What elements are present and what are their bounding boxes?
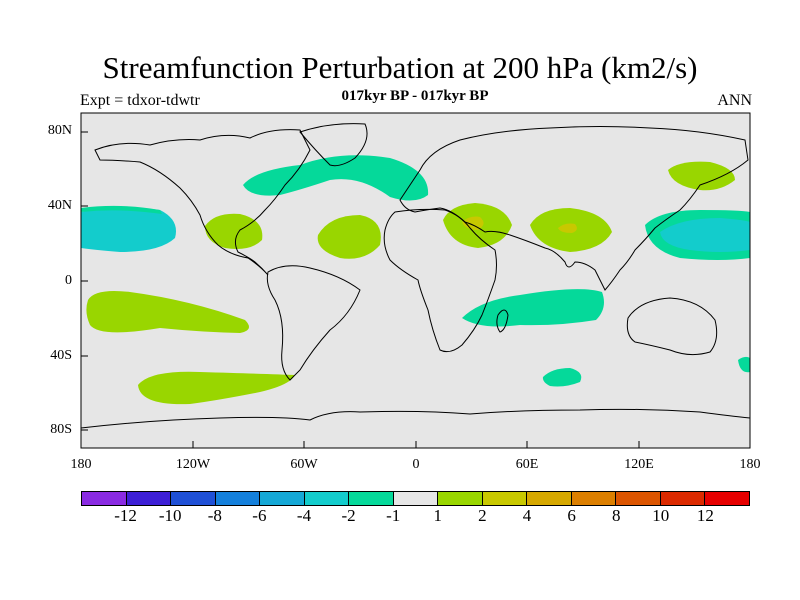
anomaly-region-southern-ocean — [138, 371, 295, 405]
anomaly-region-middle-east-core — [462, 216, 484, 230]
colorbar-swatch — [260, 492, 305, 505]
colorbar-swatch — [126, 492, 172, 505]
anomaly-region-india-core — [558, 223, 577, 233]
coastline-australia — [626, 297, 718, 356]
map-title: Streamfunction Perturbation at 200 hPa (… — [102, 50, 698, 85]
colorbar-swatch — [438, 492, 483, 505]
colorbar-swatch — [82, 492, 127, 505]
lat-label-80s: 80S — [50, 422, 72, 437]
anomaly-region-east-pacific — [81, 207, 176, 252]
anomaly-region-gulf — [205, 213, 263, 249]
colorbar-label: -12 — [114, 506, 137, 525]
colorbar-label: 12 — [696, 506, 714, 525]
colorbar-label: -2 — [341, 506, 356, 525]
lon-label-0: 0 — [412, 457, 420, 472]
colorbar-label: 4 — [522, 506, 532, 525]
colorbar-label: -10 — [158, 506, 182, 525]
colorbar-swatch — [527, 492, 572, 505]
coastline-madagascar — [496, 309, 509, 333]
anomaly-region-west-pacific-core — [660, 218, 750, 252]
map-subtitle: 017kyr BP - 017kyr BP — [341, 88, 489, 104]
anomaly-region-east-pacific-core — [81, 205, 162, 214]
lon-label-180-west: 180 — [70, 457, 92, 472]
colorbar-label: 6 — [567, 506, 576, 525]
colorbar — [81, 491, 750, 506]
colorbar-label: 1 — [433, 506, 443, 525]
coastlines — [80, 123, 751, 429]
colorbar-swatch — [705, 492, 749, 505]
colorbar-swatch — [616, 492, 661, 505]
colorbar-swatch — [571, 492, 617, 505]
colorbar-label: -6 — [252, 506, 267, 525]
anomaly-region-north-atlantic — [243, 155, 429, 201]
anomaly-region-southern-indian — [542, 368, 582, 387]
colorbar-label: 8 — [611, 506, 621, 525]
lon-label-60e: 60E — [515, 457, 539, 472]
anomaly-region-new-zealand — [738, 356, 750, 373]
colorbar-label: -4 — [296, 506, 312, 525]
coastline-greenland — [299, 123, 368, 167]
colorbar-swatch — [660, 492, 706, 505]
colorbar-swatch — [349, 492, 394, 505]
colorbar-swatch — [482, 492, 528, 505]
colorbar-swatch — [215, 492, 261, 505]
coastline-south-america — [266, 265, 361, 381]
axis-ticks — [81, 131, 640, 448]
lon-label-60w: 60W — [290, 457, 318, 472]
lon-label-120w: 120W — [175, 457, 211, 472]
anomaly-region-tropical-atlantic — [317, 215, 381, 259]
lat-label-40n: 40N — [47, 198, 72, 213]
lat-label-0: 0 — [65, 273, 72, 288]
anomaly-region-nw-pacific — [668, 161, 735, 191]
lat-label-40s: 40S — [50, 348, 72, 363]
colorbar-swatch — [304, 492, 350, 505]
coastline-north-america — [94, 129, 311, 276]
season-label: ANN — [717, 92, 752, 109]
colorbar-label: 2 — [478, 506, 487, 525]
colorbar-swatch — [171, 492, 216, 505]
coastline-africa — [383, 208, 497, 353]
colorbar-label: -8 — [207, 506, 222, 525]
experiment-label: Expt = tdxor-tdwtr — [80, 92, 200, 109]
coastline-eurasia — [399, 126, 749, 291]
colorbar-label: -1 — [386, 506, 401, 525]
anomaly-region-south-pacific — [86, 291, 250, 333]
lat-label-80n: 80N — [47, 123, 72, 138]
lon-label-180-east: 180 — [739, 457, 761, 472]
coastline-antarctica — [80, 408, 751, 429]
colorbar-swatch — [393, 492, 439, 505]
lon-label-120e: 120E — [624, 457, 654, 472]
colorbar-label: 10 — [652, 506, 670, 525]
